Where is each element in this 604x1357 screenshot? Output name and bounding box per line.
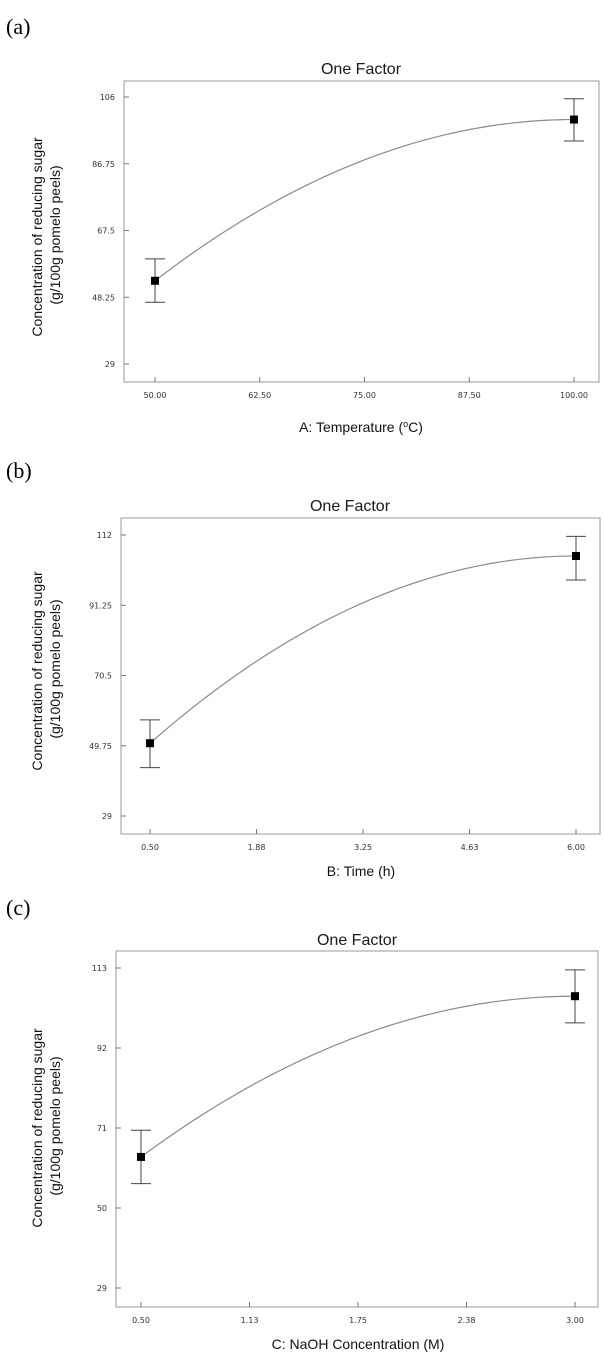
panel-label: (c) <box>6 895 30 920</box>
y-tick-label: 71 <box>97 1124 107 1133</box>
plot-area <box>115 950 599 1308</box>
y-tick-label: 48.25 <box>92 293 115 302</box>
data-points <box>140 535 586 769</box>
x-tick-label: 87.50 <box>458 391 481 400</box>
data-point <box>151 276 159 285</box>
x-tick-label: 100.00 <box>560 391 588 400</box>
y-tick-label: 91.25 <box>89 601 112 610</box>
y-axis-label-line-1: Concentration of reducing sugar <box>29 1028 45 1228</box>
y-tick-label: 29 <box>102 812 112 821</box>
y-axis-label: Concentration of reducing sugar (g/100g … <box>29 567 63 770</box>
panel-b: (b) One Factor 29 49.75 70.5 91.25 112 0.50 1.… <box>6 458 601 879</box>
fitted-curve <box>149 555 577 744</box>
plot-area <box>123 80 600 383</box>
y-tick-label: 112 <box>97 531 112 540</box>
y-axis-label-line-2: (g/100g pomelo peels) <box>47 165 63 304</box>
x-tick-label: 6.00 <box>567 843 585 852</box>
y-tick-label: 92 <box>97 1044 107 1053</box>
plot-area <box>120 517 601 835</box>
y-tick-label: 113 <box>92 964 107 973</box>
x-tick-label: 1.88 <box>248 843 266 852</box>
data-points <box>131 969 585 1185</box>
x-tick-label: 62.50 <box>248 391 271 400</box>
chart-title: One Factor <box>310 498 391 515</box>
x-tick-label: 3.00 <box>566 1316 584 1325</box>
chart-title: One Factor <box>317 932 398 949</box>
y-tick-label: 67.5 <box>97 227 115 236</box>
y-tick-label: 29 <box>97 1284 107 1293</box>
y-tick-label: 29 <box>105 360 115 369</box>
x-tick-label: 1.13 <box>241 1316 259 1325</box>
x-axis-label-unit: C) <box>408 419 423 435</box>
x-tick-label: 1.75 <box>349 1316 367 1325</box>
x-axis-label-superscript: o <box>403 419 408 429</box>
fitted-curve <box>140 995 576 1158</box>
axis-ticks: 29 50 71 92 113 0.50 1.13 1.75 2.38 3.00 <box>92 964 584 1325</box>
x-tick-label: 4.63 <box>461 843 479 852</box>
axis-ticks: 29 48.25 67.5 86.75 106 50.00 62.50 75.00 87.50 1… <box>92 93 588 400</box>
y-tick-label: 50 <box>97 1204 107 1213</box>
data-point <box>146 739 154 748</box>
panel-label: (a) <box>6 14 30 39</box>
panel-a: (a) One Factor 29 48.25 67.5 86.75 106 50.00 6… <box>6 14 600 435</box>
x-tick-label: 3.25 <box>354 843 372 852</box>
chart-title: One Factor <box>321 61 402 78</box>
data-point <box>570 115 578 124</box>
y-tick-label: 70.5 <box>94 672 112 681</box>
x-tick-label: 75.00 <box>353 391 376 400</box>
y-tick-label: 86.75 <box>92 160 115 169</box>
panel-label: (b) <box>6 458 32 483</box>
data-point <box>137 1152 145 1161</box>
axis-ticks: 29 49.75 70.5 91.25 112 0.50 1.88 3.25 4.63 6.00 <box>89 531 585 852</box>
y-axis-label-line-1: Concentration of reducing sugar <box>29 137 45 337</box>
panel-c: (c) One Factor 29 50 71 92 113 0.50 1.13 1.75 2.… <box>6 895 599 1352</box>
y-axis-label: Concentration of reducing sugar (g/100g … <box>29 133 63 336</box>
y-tick-label: 49.75 <box>89 742 112 751</box>
fitted-curve <box>154 118 575 282</box>
y-tick-label: 106 <box>100 93 115 102</box>
x-axis-label-text: A: Temperature ( <box>299 419 403 435</box>
x-tick-label: 50.00 <box>144 391 167 400</box>
data-point <box>572 551 580 560</box>
y-axis-label-line-2: (g/100g pomelo peels) <box>47 1056 63 1195</box>
x-tick-label: 0.50 <box>132 1316 150 1325</box>
x-tick-label: 2.38 <box>458 1316 476 1325</box>
y-axis-label-line-1: Concentration of reducing sugar <box>29 571 45 771</box>
x-tick-label: 0.50 <box>141 843 159 852</box>
data-points <box>145 98 584 303</box>
x-axis-label: A: Temperature (oC) <box>299 419 423 435</box>
x-axis-label: B: Time (h) <box>327 863 395 879</box>
y-axis-label-line-2: (g/100g pomelo peels) <box>47 599 63 738</box>
y-axis-label: Concentration of reducing sugar (g/100g … <box>29 1024 63 1227</box>
data-point <box>571 992 579 1001</box>
x-axis-label: C: NaOH Concentration (M) <box>272 1336 445 1352</box>
